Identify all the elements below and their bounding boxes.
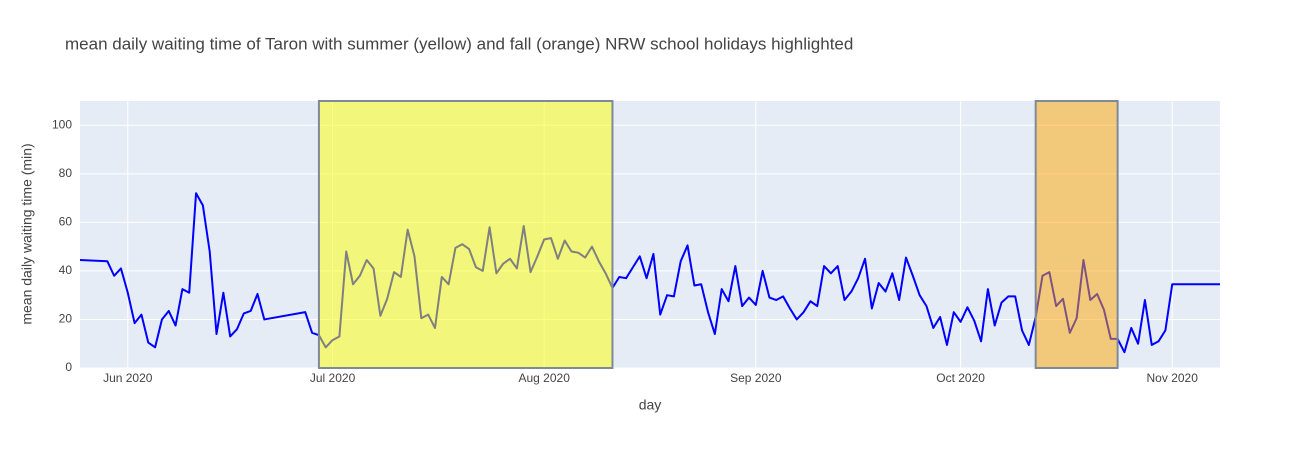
holiday-highlight <box>1034 100 1119 369</box>
plot-background <box>80 101 1220 368</box>
x-tick-label: Aug 2020 <box>518 371 570 385</box>
x-tick-label: Oct 2020 <box>936 371 985 385</box>
y-tick-label: 0 <box>65 360 72 374</box>
x-tick-label: Nov 2020 <box>1147 371 1199 385</box>
y-tick-label: 40 <box>59 263 73 277</box>
y-axis-title: mean daily waiting time (min) <box>19 143 35 324</box>
holiday-highlight <box>317 100 614 369</box>
x-tick-label: Sep 2020 <box>730 371 782 385</box>
y-tick-label: 80 <box>59 166 73 180</box>
x-tick-label: Jun 2020 <box>103 371 153 385</box>
chart-title: mean daily waiting time of Taron with su… <box>65 34 853 53</box>
x-axis-title: day <box>639 397 662 413</box>
y-tick-label: 20 <box>59 312 73 326</box>
y-tick-label: 100 <box>52 117 72 131</box>
x-tick-label: Jul 2020 <box>310 371 356 385</box>
y-tick-label: 60 <box>59 215 73 229</box>
data-line <box>79 192 1220 354</box>
